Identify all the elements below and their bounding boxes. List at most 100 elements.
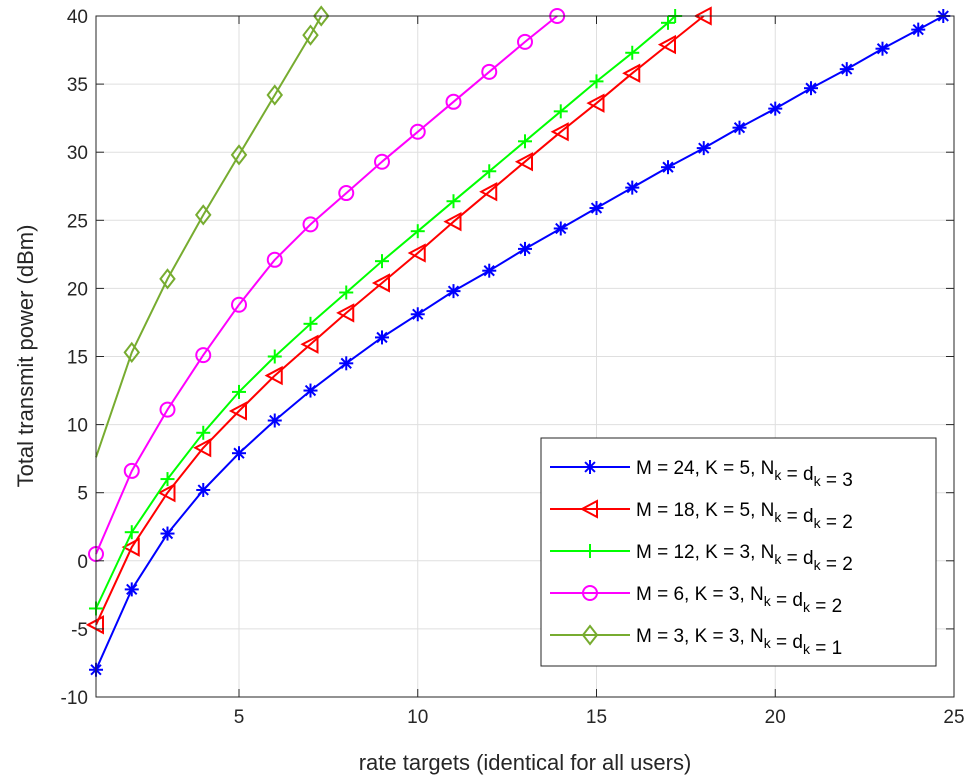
series (89, 9, 683, 616)
data-point (875, 41, 890, 56)
data-point (517, 33, 533, 50)
data-point (194, 204, 212, 226)
data-point (230, 144, 248, 166)
data-point (553, 221, 568, 236)
data-point (804, 81, 818, 96)
series-line (95, 15, 705, 626)
data-point (302, 216, 319, 233)
axis-ticks: 5 10 15 20 25 -10 -5 0 5 10 15 20 25 30 35 40 (61, 7, 965, 728)
data-point (375, 254, 389, 269)
legend-label: M = 3, K = 3, Nk = dk = 1 (636, 626, 842, 659)
data-point (124, 582, 139, 597)
data-point (195, 347, 212, 364)
data-point (157, 483, 176, 503)
data-point (625, 180, 640, 195)
data-point (661, 160, 675, 175)
data-point (514, 152, 533, 172)
data-point (582, 585, 598, 601)
data-point (481, 63, 498, 80)
data-point (589, 201, 604, 216)
y-tick-label: -10 (61, 688, 88, 709)
legend-label: M = 12, K = 3, Nk = dk = 2 (636, 542, 853, 575)
legend-item: M = 6, K = 3, Nk = dk = 2 (550, 584, 842, 617)
data-point (300, 334, 319, 354)
data-point (657, 34, 676, 55)
data-point (303, 383, 318, 398)
data-point (339, 356, 354, 371)
series-line (95, 15, 323, 458)
y-tick-label: -5 (71, 620, 88, 641)
x-tick-label: 25 (943, 707, 964, 728)
data-point (123, 462, 140, 479)
legend-item: M = 24, K = 5, Nk = dk = 3 (550, 458, 853, 491)
y-tick-label: 10 (67, 416, 88, 437)
data-point (371, 273, 390, 293)
y-tick-label: 35 (67, 75, 88, 96)
data-point (661, 15, 675, 30)
data-point (339, 285, 354, 300)
x-axis-label: rate targets (identical for all users) (359, 750, 692, 775)
data-point (583, 460, 597, 474)
data-point (696, 141, 711, 156)
data-point (550, 122, 569, 142)
data-point (123, 341, 141, 364)
legend-item: M = 12, K = 3, Nk = dk = 2 (550, 542, 853, 575)
data-point (410, 224, 425, 239)
x-tick-label: 10 (407, 707, 428, 728)
data-point (589, 74, 604, 89)
data-point (336, 303, 355, 323)
data-point (479, 182, 498, 202)
data-point (482, 164, 497, 179)
data-point (338, 185, 355, 202)
x-tick-label: 20 (765, 707, 786, 728)
data-point (196, 482, 211, 497)
data-point (581, 624, 599, 646)
data-point (410, 307, 425, 322)
series-line (95, 15, 676, 609)
data-point (159, 268, 176, 290)
data-point (160, 526, 175, 541)
data-point (583, 544, 597, 558)
data-point (446, 284, 461, 299)
data-point (193, 438, 212, 458)
y-tick-label: 0 (77, 552, 88, 573)
data-point (266, 84, 284, 106)
y-axis-label: Total transmit power (dBm) (13, 225, 38, 488)
x-tick-label: 5 (234, 707, 245, 728)
grid-lines (96, 15, 955, 698)
legend: M = 24, K = 5, Nk = dk = 3 M = 18, K = 5,… (540, 437, 937, 667)
data-point (267, 413, 282, 428)
data-point (232, 446, 246, 461)
data-point (446, 194, 461, 209)
data-point (160, 472, 175, 487)
data-point (159, 401, 176, 418)
data-point (124, 525, 139, 540)
data-point (407, 243, 426, 263)
y-tick-label: 15 (67, 348, 88, 369)
legend-item: M = 3, K = 3, Nk = dk = 1 (550, 624, 842, 659)
data-point (553, 104, 568, 119)
data-point (768, 101, 783, 116)
x-tick-label: 15 (586, 707, 607, 728)
data-point (518, 134, 532, 149)
data-point (228, 401, 247, 421)
data-point (586, 93, 605, 113)
legend-item: M = 18, K = 5, Nk = dk = 2 (550, 499, 853, 533)
data-point (196, 425, 211, 440)
data-point (267, 349, 282, 364)
data-point (121, 537, 140, 557)
data-point (312, 5, 330, 27)
data-point (232, 384, 246, 399)
data-point (264, 365, 283, 386)
data-point (303, 316, 318, 331)
data-point (732, 120, 747, 135)
legend-label: M = 18, K = 5, Nk = dk = 2 (636, 500, 853, 533)
data-point (911, 22, 926, 37)
series (95, 5, 330, 458)
legend-label: M = 6, K = 3, Nk = dk = 2 (636, 584, 842, 617)
legend-label: M = 24, K = 5, Nk = dk = 3 (636, 458, 853, 491)
data-point (518, 241, 532, 256)
y-tick-label: 25 (67, 211, 88, 232)
y-tick-label: 20 (67, 279, 88, 300)
